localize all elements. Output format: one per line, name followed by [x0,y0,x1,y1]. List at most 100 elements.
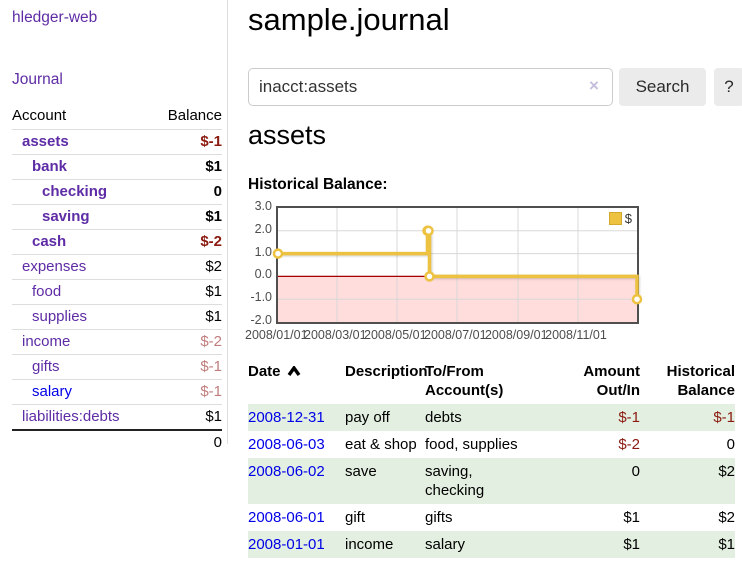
transaction-description: pay off [345,409,390,426]
x-tick-label: 2008/05/01 [364,328,427,342]
account-link-checking[interactable]: checking [42,183,108,200]
account-balance-table: Account Balance assets $-1 bank $1 checking 0… [12,104,222,455]
x-tick-label: 2008/01/01 [245,328,308,342]
account-balance: 0 [213,183,222,200]
transaction-date-cell: 2008-01-01 [248,531,345,558]
y-tick-label: 0.0 [254,267,272,282]
search-form: × Search ? [248,68,742,106]
sidebar-item-journal[interactable]: Journal [12,71,63,88]
account-link-income[interactable]: income [22,333,71,350]
transaction-accounts: saving, checking [425,463,485,499]
column-header-historical: Historical Balance [666,363,735,399]
account-column-header: Account [12,107,67,124]
account-balance: $-1 [200,383,222,400]
transaction-description: eat & shop [345,436,417,453]
account-row: checking 0 [12,179,222,204]
x-tick-label: 2008/11/01 [545,328,607,342]
account-balance: $-2 [200,233,222,250]
y-tick-label: -1.0 [250,290,272,305]
search-button[interactable]: Search [619,68,706,106]
account-balance: $1 [205,208,222,225]
transaction-date-cell: 2008-06-03 [248,431,345,458]
transaction-date-link[interactable]: 2008-12-31 [248,409,325,426]
account-balance: $1 [205,408,222,425]
data-point-marker [272,248,284,259]
account-balance: $1 [205,283,222,300]
account-link-saving[interactable]: saving [42,208,90,225]
transaction-amount: $-1 [618,409,640,426]
account-link-liabilities-debts[interactable]: liabilities:debts [22,408,120,425]
transaction-date-link[interactable]: 2008-01-01 [248,536,325,553]
transaction-row: 2008-01-01 income salary $1 $1 [248,531,735,558]
account-link-supplies[interactable]: supplies [32,308,88,325]
account-link-cash[interactable]: cash [32,233,67,250]
historical-balance-chart: 3.0 2.0 1.0 0.0 -1.0 -2.0 $ 2008/01/01 2008/03… [245,200,735,352]
account-link-salary[interactable]: salary [32,383,73,400]
account-row: cash $-2 [12,229,222,254]
account-link-assets[interactable]: assets [22,133,69,150]
transaction-description: save [345,463,377,480]
account-row: income $-2 [12,329,222,354]
x-tick-label: 2008/09/01 [484,328,548,342]
transaction-amount: $1 [623,536,640,553]
chart-plot-area: $ [272,206,643,324]
transaction-date-link[interactable]: 2008-06-01 [248,509,325,526]
account-link-bank[interactable]: bank [32,158,68,175]
column-header-tofrom: To/From Account(s) [425,363,504,399]
data-point-marker [631,293,643,305]
transaction-row: 2008-12-31 pay off debts $-1 $-1 [248,404,735,431]
clear-search-icon[interactable]: × [589,76,599,95]
transactions-table: Date Description To/From Account(s) Amount … [248,360,735,558]
account-table-header: Account Balance [12,104,222,129]
transaction-date-cell: 2008-06-02 [248,458,345,504]
help-button[interactable]: ? [714,68,742,106]
transaction-date-cell: 2008-12-31 [248,404,345,431]
account-link-gifts[interactable]: gifts [32,358,60,375]
transaction-date-link[interactable]: 2008-06-02 [248,463,325,480]
transaction-amount: $-2 [618,436,640,453]
chart-canvas [272,208,643,322]
y-tick-label: 2.0 [254,221,272,236]
transaction-balance: 0 [726,436,735,453]
account-row: supplies $1 [12,304,222,329]
chart-legend: $ [608,211,632,226]
sidebar: hledger-web Journal Account Balance asse… [0,0,228,451]
legend-swatch [608,212,622,225]
transaction-accounts: salary [425,536,466,553]
y-tick-label: 3.0 [254,199,272,213]
account-tree: assets $-1 bank $1 checking 0 saving $1 cash $-2 e… [12,129,222,429]
transactions-header: Date Description To/From Account(s) Amount … [248,360,735,404]
transaction-description: gift [345,509,366,526]
total-balance: 0 [213,434,222,451]
page-title: sample.journal [248,2,450,37]
account-balance: $2 [205,258,222,275]
transaction-balance: $2 [718,509,735,526]
transaction-row: 2008-06-02 save saving, checking 0 $2 [248,458,735,504]
transaction-accounts: gifts [425,509,453,526]
account-row: liabilities:debts $1 [12,404,222,429]
legend-series-label: $ [624,211,632,226]
y-tick-label: 1.0 [254,244,272,259]
column-header-amount: Amount Out/In [583,363,640,399]
transaction-balance: $-1 [713,409,735,426]
account-link-expenses[interactable]: expenses [22,258,87,275]
search-input[interactable] [248,68,613,106]
account-row: bank $1 [12,154,222,179]
transaction-row: 2008-06-03 eat & shop food, supplies $-2 0 [248,431,735,458]
transaction-accounts: food, supplies [425,436,518,453]
transaction-accounts: debts [425,409,462,426]
account-link-food[interactable]: food [32,283,62,300]
column-header-date[interactable]: Date [248,360,345,404]
account-row: assets $-1 [12,129,222,154]
account-row: gifts $-1 [12,354,222,379]
chart-y-axis: 3.0 2.0 1.0 0.0 -1.0 -2.0 [248,200,272,327]
app-title-link[interactable]: hledger-web [12,9,98,26]
account-row: food $1 [12,279,222,304]
account-balance: $-2 [200,333,222,350]
data-point-marker [423,225,434,237]
transaction-date-link[interactable]: 2008-06-03 [248,436,325,453]
account-row: saving $1 [12,204,222,229]
account-row: salary $-1 [12,379,222,404]
sort-ascending-icon[interactable] [287,363,301,382]
account-balance: $-1 [200,358,222,375]
